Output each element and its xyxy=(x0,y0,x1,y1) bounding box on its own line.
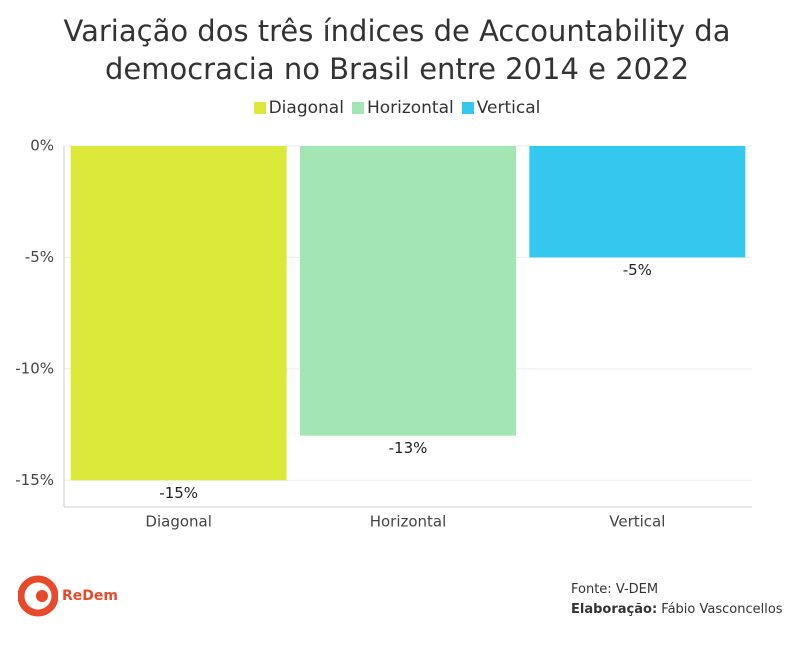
x-tick-label: Vertical xyxy=(609,513,665,531)
chart: 0% -5% -10% -15% Diagonal -15% Horizontal -13% V… xyxy=(15,137,752,531)
legend-swatch xyxy=(461,102,474,114)
source: Fonte: V-DEM xyxy=(571,582,659,597)
logo-text: ReDem xyxy=(62,588,118,604)
y-tick-label: -5% xyxy=(25,248,54,266)
x-tick-label: Diagonal xyxy=(145,513,211,531)
x-tick-label: Horizontal xyxy=(370,513,447,531)
value-label: -15% xyxy=(159,484,198,502)
value-label: -5% xyxy=(623,261,652,279)
bar xyxy=(70,146,287,481)
legend-label: Diagonal xyxy=(268,98,344,118)
bar xyxy=(300,146,516,436)
legend: Diagonal Horizontal Vertical xyxy=(0,98,794,118)
legend-swatch xyxy=(351,102,364,114)
y-tick-label: -10% xyxy=(15,359,54,377)
bar xyxy=(529,146,746,258)
y-tick-label: -15% xyxy=(15,471,54,489)
legend-label: Vertical xyxy=(476,98,541,118)
chart-title: Variação dos três índices de Accountabil… xyxy=(63,14,731,86)
y-tick-label: 0% xyxy=(30,137,54,155)
footer: Fonte: V-DEM Elaboração: Fábio Vasconcel… xyxy=(571,580,783,620)
legend-label: Horizontal xyxy=(366,98,454,118)
credit-label: Elaboração: xyxy=(571,602,658,617)
credit: Fábio Vasconcellos xyxy=(661,602,783,617)
credit-line: Elaboração: Fábio Vasconcellos xyxy=(571,600,783,620)
legend-swatch xyxy=(253,102,266,114)
legend-item: Diagonal xyxy=(253,98,344,118)
legend-item: Horizontal xyxy=(351,98,454,118)
value-label: -13% xyxy=(389,439,428,457)
logo: ReDem xyxy=(18,574,118,618)
legend-item: Vertical xyxy=(461,98,541,118)
logo-icon xyxy=(18,575,58,617)
